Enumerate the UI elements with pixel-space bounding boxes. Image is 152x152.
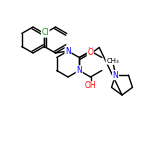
Text: O: O	[87, 48, 93, 57]
Text: Cl: Cl	[41, 28, 49, 37]
Text: N: N	[76, 66, 82, 75]
Text: CH₃: CH₃	[106, 58, 119, 64]
Text: OH: OH	[85, 81, 96, 90]
Text: N: N	[113, 71, 118, 80]
Text: N: N	[65, 47, 71, 55]
Text: N: N	[88, 47, 93, 55]
